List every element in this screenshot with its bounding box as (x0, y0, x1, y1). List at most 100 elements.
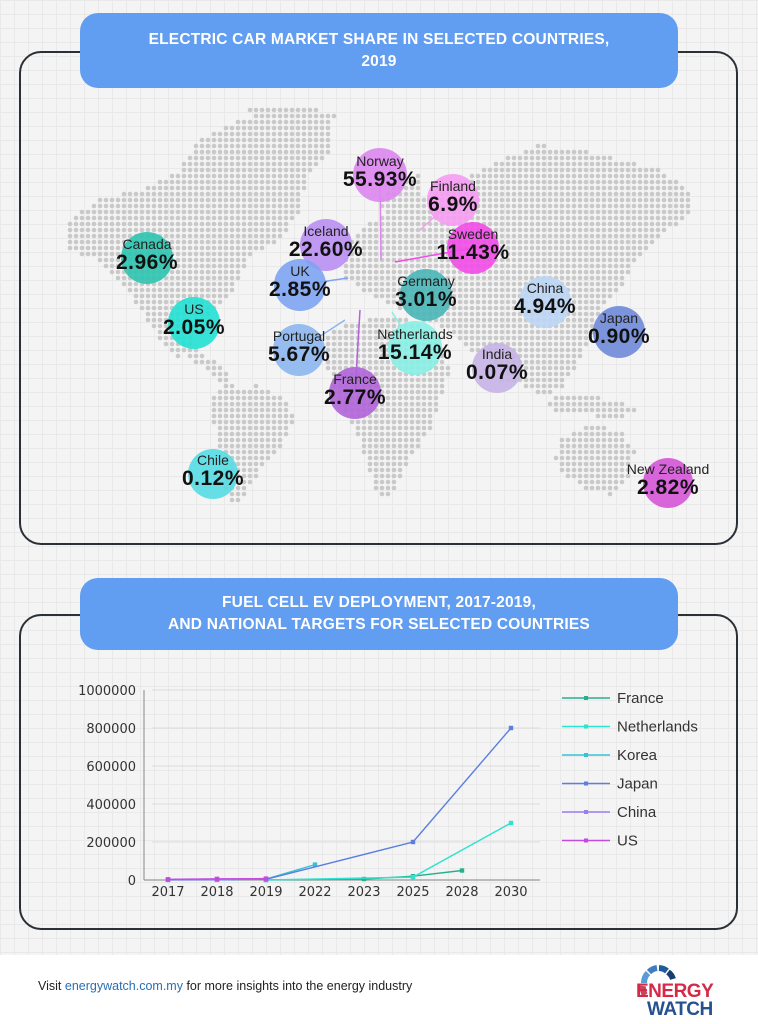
country-name: Finland (430, 178, 476, 194)
country-label-france: France 2.77% (324, 371, 386, 409)
map-title-line1: ELECTRIC CAR MARKET SHARE IN SELECTED CO… (148, 30, 610, 48)
series-line-netherlands (265, 822, 512, 881)
legend-item-us: US (562, 833, 638, 850)
legend-item-netherlands: Netherlands (562, 719, 698, 736)
data-point (361, 876, 367, 882)
country-share: 11.43% (436, 241, 510, 264)
chart-title-line2: AND NATIONAL TARGETS FOR SELECTED COUNTR… (168, 616, 590, 633)
data-point (263, 876, 269, 881)
map-title-line2: 2019 (361, 52, 397, 70)
data-point (459, 868, 465, 873)
country-share: 2.05% (162, 316, 226, 339)
bubble-iceland (300, 219, 352, 271)
x-tick-label: 2019 (249, 885, 282, 900)
footer-text: Visit energywatch.com.my for more insigh… (38, 979, 413, 993)
legend-label: Netherlands (617, 719, 698, 736)
country-label-germany: Germany 3.01% (395, 273, 457, 311)
bubble-portugal (273, 324, 325, 376)
country-name: Sweden (447, 226, 499, 242)
country-name: Iceland (303, 223, 349, 239)
country-name: UK (290, 263, 310, 279)
country-share: 3.01% (394, 288, 458, 311)
country-name: Netherlands (377, 326, 453, 342)
country-label-norway: Norway 55.93% (343, 153, 417, 191)
x-tick-label: 2018 (200, 885, 233, 900)
y-tick-label: 200000 (86, 836, 136, 851)
data-point (214, 876, 220, 882)
country-share: 0.07% (465, 361, 529, 384)
y-tick-label: 400000 (86, 798, 136, 813)
country-label-netherlands: Netherlands 15.14% (377, 326, 453, 364)
country-share: 55.93% (342, 168, 418, 191)
country-label-iceland: Iceland 22.60% (289, 223, 363, 261)
legend-item-france: France (562, 690, 664, 707)
country-name: China (526, 280, 564, 296)
country-name: France (333, 371, 377, 387)
legend-label: France (617, 690, 664, 707)
legend-label: Japan (617, 776, 658, 793)
country-label-uk: UK 2.85% (269, 263, 331, 301)
country-name: Portugal (272, 328, 326, 344)
x-tick-label: 2022 (298, 885, 331, 900)
legend-item-japan: Japan (562, 776, 658, 793)
data-point (165, 877, 171, 882)
world-dot-map (67, 107, 693, 508)
legend-label: Korea (617, 747, 658, 764)
bubble-chile (188, 449, 238, 499)
country-name: India (481, 346, 513, 362)
data-point (508, 725, 514, 731)
country-label-new-zealand: New Zealand 2.82% (627, 461, 710, 499)
country-name: New Zealand (626, 461, 710, 477)
energywatch-link[interactable]: energywatch.com.my (64, 979, 183, 993)
line-chart: 0 200000 400000 600000 800000 1000000 2017 2018… (78, 684, 698, 900)
country-share: 6.9% (428, 193, 478, 216)
bubble-japan (593, 306, 645, 358)
legend-label: China (617, 804, 657, 821)
country-share: 15.14% (377, 341, 453, 364)
bubble-finland (427, 174, 479, 226)
bubble-norway (353, 148, 407, 202)
x-tick-label: 2023 (347, 885, 380, 900)
logo-text-energy: ENERGY (636, 981, 714, 1002)
chart-title-line1: FUEL CELL EV DEPLOYMENT, 2017-2019, (222, 594, 536, 611)
legend-item-china: China (562, 804, 657, 821)
country-share: 2.96% (115, 251, 179, 274)
bubble-uk (274, 259, 326, 311)
country-label-us: US 2.05% (163, 301, 225, 339)
legend-label: US (617, 833, 638, 850)
country-name: Japan (599, 310, 639, 326)
data-point (410, 839, 416, 845)
energywatch-logo: ENERGY WATCH (622, 961, 732, 1021)
bubble-canada (121, 232, 173, 284)
footer: Visit energywatch.com.my for more insigh… (0, 955, 758, 1024)
country-share: 0.90% (587, 325, 651, 348)
bubble-france (329, 367, 381, 419)
y-tick-label: 0 (128, 874, 136, 889)
country-label-sweden: Sweden 11.43% (436, 226, 509, 264)
country-label-india: India 0.07% (466, 346, 528, 384)
data-point (508, 820, 514, 826)
country-name: Germany (397, 273, 455, 289)
x-tick-label: 2017 (151, 885, 184, 900)
country-name: US (184, 301, 204, 317)
y-tick-label: 1000000 (78, 684, 136, 699)
country-label-canada: Canada 2.96% (116, 236, 178, 274)
bubble-new-zealand (643, 458, 693, 508)
logo-text-watch: WATCH (647, 999, 713, 1020)
x-tick-label: 2025 (396, 885, 429, 900)
bubble-china (519, 276, 571, 328)
country-share: 2.82% (636, 476, 700, 499)
country-label-japan: Japan 0.90% (588, 310, 650, 348)
bubble-india (472, 343, 522, 393)
bubble-sweden (447, 222, 499, 274)
data-point (312, 862, 318, 867)
country-share: 2.85% (268, 278, 332, 301)
country-share: 2.77% (323, 386, 387, 409)
bubble-us (168, 297, 220, 349)
country-label-chile: Chile 0.12% (182, 452, 244, 490)
country-label-china: China 4.94% (514, 280, 576, 318)
bubble-netherlands (388, 321, 442, 375)
chart-title: FUEL CELL EV DEPLOYMENT, 2017-2019, AND … (80, 578, 678, 650)
country-share: 4.94% (513, 295, 577, 318)
country-share: 5.67% (267, 343, 331, 366)
